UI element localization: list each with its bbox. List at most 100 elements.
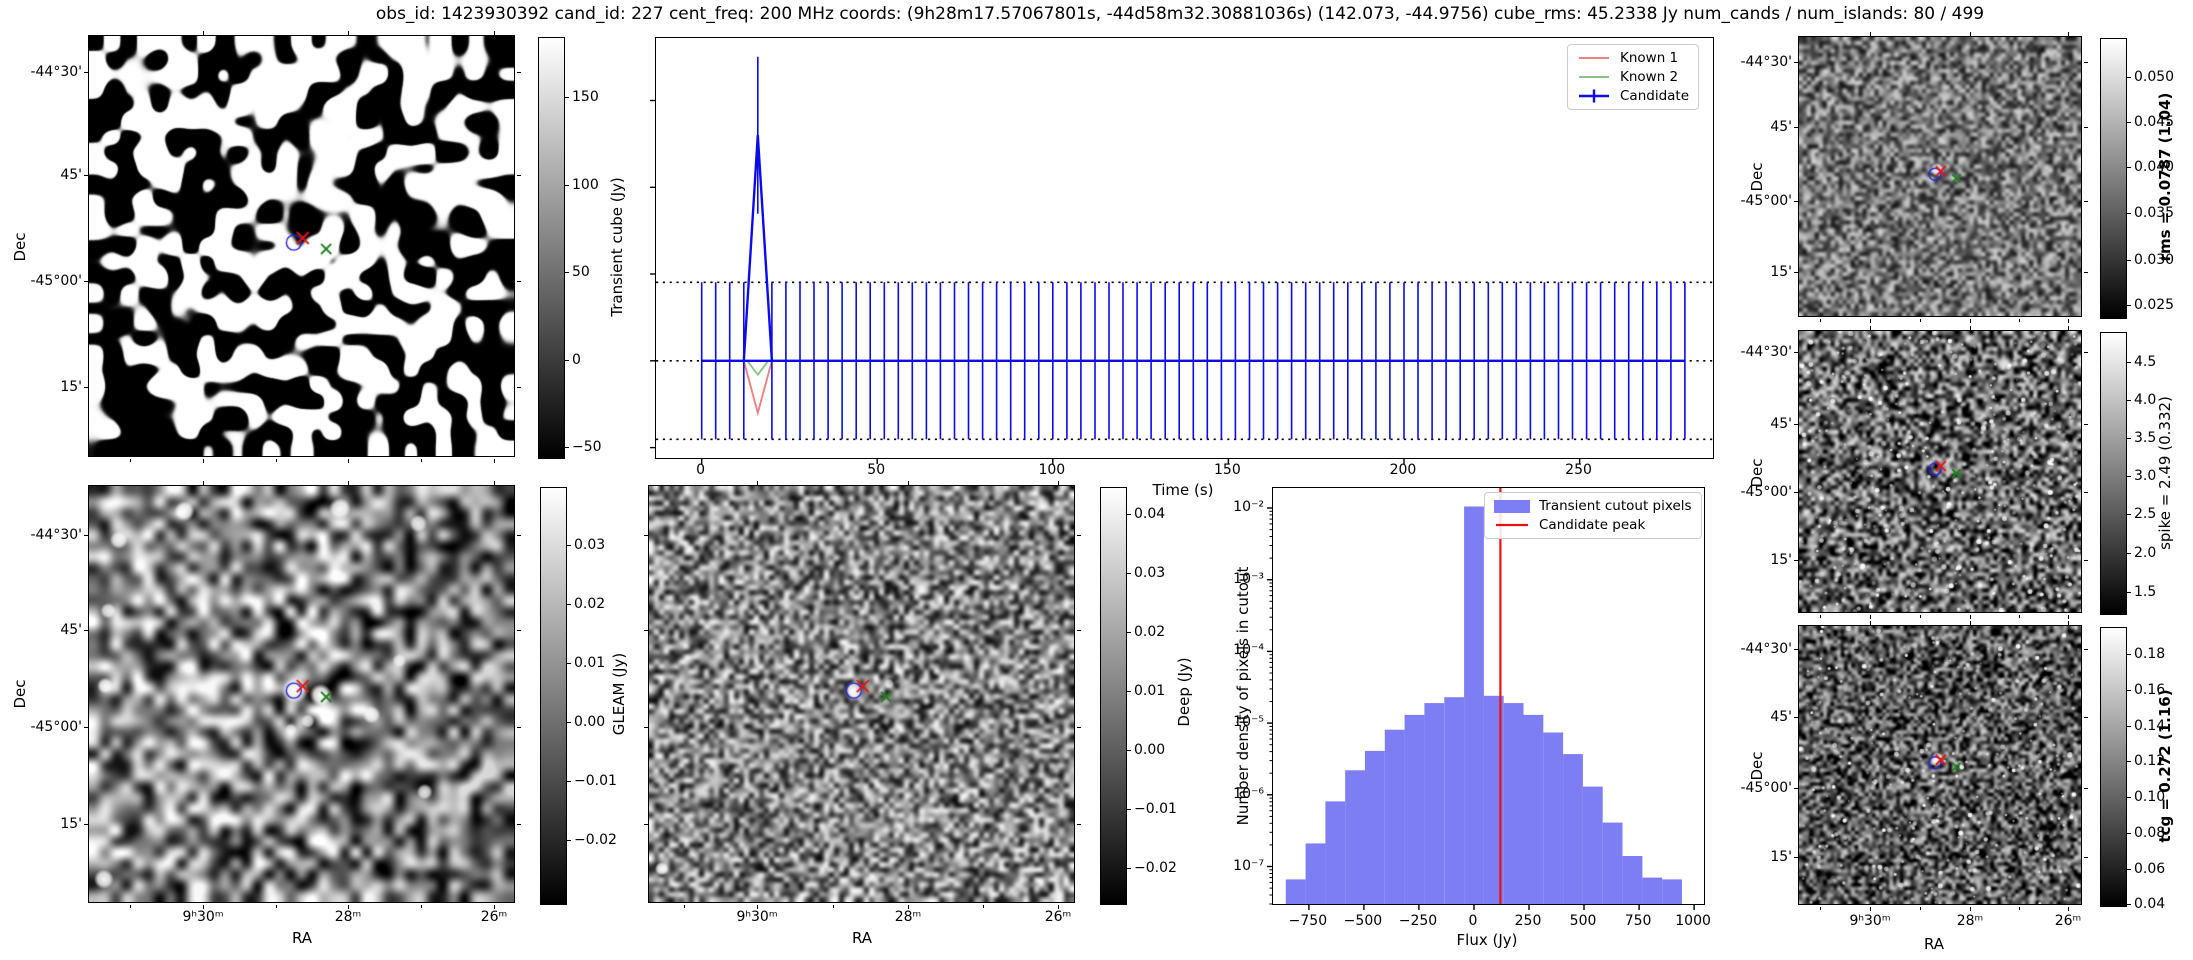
tick-label: 200	[1389, 462, 1417, 478]
axis-tick	[644, 824, 649, 826]
dec-axis-label: Dec	[11, 232, 29, 262]
transient-cube-colorbar	[538, 37, 565, 459]
axis-tick	[2126, 213, 2131, 215]
legend-label-known2: Known 2	[1620, 69, 1679, 85]
axis-tick	[494, 481, 496, 486]
axis-tick	[1920, 906, 1922, 910]
tick-label: 10⁻³	[1233, 570, 1264, 587]
tick-label: 0.08	[2134, 825, 2166, 841]
axis-tick	[1820, 318, 1822, 322]
known1-line-sample	[1579, 57, 1609, 59]
tick-label: 28ᵐ	[1956, 913, 1984, 929]
transient-cube-map	[88, 35, 516, 458]
tick-label: 750	[1624, 913, 1652, 929]
axis-tick	[516, 535, 522, 537]
ra-axis-label: RA	[1923, 935, 1945, 953]
axis-tick	[2083, 649, 2089, 651]
axis-tick	[2083, 560, 2089, 562]
flux-axis-label: Flux (Jy)	[1456, 931, 1518, 949]
axis-tick	[1794, 352, 1799, 354]
tick-label: 0.18	[2134, 646, 2166, 662]
axis-tick	[1126, 632, 1131, 634]
axis-tick	[1794, 717, 1799, 719]
tick-label: 250	[1565, 462, 1592, 478]
axis-tick	[2126, 690, 2131, 692]
legend-item-candidate-peak: Candidate peak	[1494, 517, 1692, 533]
axis-tick	[1794, 201, 1799, 203]
axis-tick	[516, 175, 522, 177]
axis-tick	[276, 904, 278, 908]
axis-tick	[983, 904, 985, 908]
spike-colorbar	[2100, 332, 2127, 615]
axis-tick	[2068, 32, 2070, 37]
tick-label: 0.025	[2134, 297, 2175, 313]
axis-tick	[908, 481, 910, 486]
axis-tick	[494, 458, 496, 464]
tick-label: 1000	[1675, 913, 1711, 929]
axis-tick	[566, 840, 571, 842]
tick-label: 45'	[60, 167, 82, 183]
axis-tick	[1920, 318, 1922, 322]
axis-tick	[84, 824, 89, 826]
axis-tick	[1794, 424, 1799, 426]
tick-label: 0.02	[1134, 624, 1166, 640]
tick-label: 0.00	[1134, 742, 1166, 758]
tick-label: −750	[1288, 913, 1328, 929]
axis-tick	[1970, 326, 1972, 331]
axis-tick	[1970, 32, 1972, 37]
legend-label-known1: Known 1	[1620, 50, 1679, 66]
lightcurve-plot	[650, 37, 1714, 464]
axis-tick	[1870, 32, 1872, 37]
axis-tick	[564, 360, 569, 362]
deep-colorbar-label: Deep (Jy)	[1175, 657, 1193, 727]
axis-tick	[1126, 691, 1131, 693]
axis-tick	[1870, 621, 1872, 626]
histogram-patch-sample	[1494, 499, 1530, 513]
tick-label: -45°00'	[1740, 780, 1792, 796]
axis-tick	[1126, 514, 1131, 516]
axis-tick	[644, 727, 649, 729]
axis-tick	[2083, 201, 2089, 203]
axis-tick	[2083, 352, 2089, 354]
axis-tick	[2126, 592, 2131, 594]
tick-label: 0	[1468, 913, 1478, 929]
axis-tick	[1970, 318, 1972, 324]
tick-label: 4.0	[2134, 392, 2157, 408]
axis-tick	[348, 458, 350, 464]
axis-tick	[2083, 857, 2089, 859]
axis-tick	[1794, 788, 1799, 790]
axis-tick	[2126, 167, 2131, 169]
axis-tick	[348, 904, 350, 910]
axis-tick	[130, 458, 132, 462]
axis-tick	[566, 781, 571, 783]
tick-label: 3.5	[2134, 430, 2157, 446]
axis-tick	[203, 481, 205, 486]
axis-tick	[516, 387, 522, 389]
ra-axis-label: RA	[291, 929, 313, 947]
axis-tick	[564, 97, 569, 99]
tick-label: 10⁻²	[1233, 498, 1264, 515]
tick-label: 0.04	[1134, 506, 1166, 522]
legend-label-candidate-peak: Candidate peak	[1539, 517, 1646, 533]
gleam-map	[88, 485, 516, 904]
tick-label: −0.02	[574, 832, 617, 848]
axis-tick	[2083, 127, 2089, 129]
axis-tick	[203, 31, 205, 36]
gleam-colorbar	[540, 487, 567, 905]
tick-label: −50	[572, 439, 602, 455]
tick-label: 0.02	[574, 596, 606, 612]
spike-colorbar-label: spike = 2.49 (0.332)	[2156, 396, 2174, 550]
axis-tick	[2083, 492, 2089, 494]
axis-tick	[421, 458, 423, 462]
axis-tick	[2019, 318, 2021, 322]
axis-tick	[2126, 797, 2131, 799]
tcg-map	[1798, 625, 2083, 906]
lightcurve-legend: Known 1 Known 2 Candidate	[1567, 44, 1700, 110]
rms-map	[1798, 36, 2083, 318]
deep-colorbar	[1100, 487, 1127, 905]
axis-tick	[2068, 318, 2070, 324]
axis-tick	[564, 272, 569, 274]
candidate-line-sample	[1579, 89, 1609, 103]
time-axis-label: Time (s)	[1152, 481, 1214, 499]
